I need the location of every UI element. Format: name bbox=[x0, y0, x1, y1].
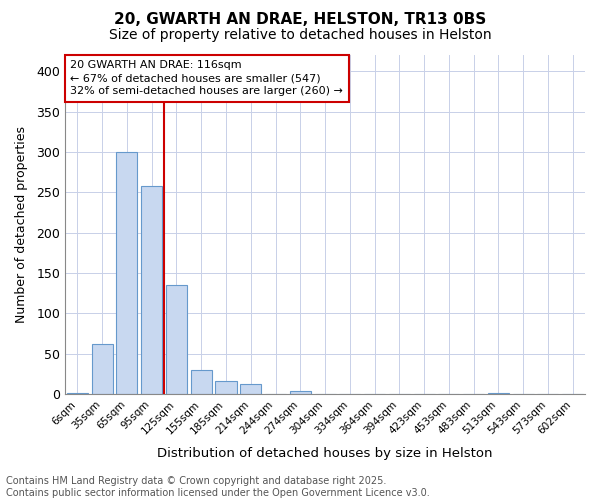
Bar bbox=[240, 384, 261, 394]
Bar bbox=[166, 285, 187, 394]
Text: Size of property relative to detached houses in Helston: Size of property relative to detached ho… bbox=[109, 28, 491, 42]
Bar bbox=[215, 381, 236, 394]
Text: 20 GWARTH AN DRAE: 116sqm
← 67% of detached houses are smaller (547)
32% of semi: 20 GWARTH AN DRAE: 116sqm ← 67% of detac… bbox=[70, 60, 343, 96]
Bar bbox=[191, 370, 212, 394]
Bar bbox=[92, 344, 113, 394]
Bar bbox=[67, 392, 88, 394]
Y-axis label: Number of detached properties: Number of detached properties bbox=[15, 126, 28, 323]
Bar bbox=[290, 391, 311, 394]
Bar bbox=[488, 392, 509, 394]
Bar bbox=[141, 186, 162, 394]
Text: Contains HM Land Registry data © Crown copyright and database right 2025.
Contai: Contains HM Land Registry data © Crown c… bbox=[6, 476, 430, 498]
X-axis label: Distribution of detached houses by size in Helston: Distribution of detached houses by size … bbox=[157, 447, 493, 460]
Bar bbox=[116, 152, 137, 394]
Text: 20, GWARTH AN DRAE, HELSTON, TR13 0BS: 20, GWARTH AN DRAE, HELSTON, TR13 0BS bbox=[114, 12, 486, 28]
